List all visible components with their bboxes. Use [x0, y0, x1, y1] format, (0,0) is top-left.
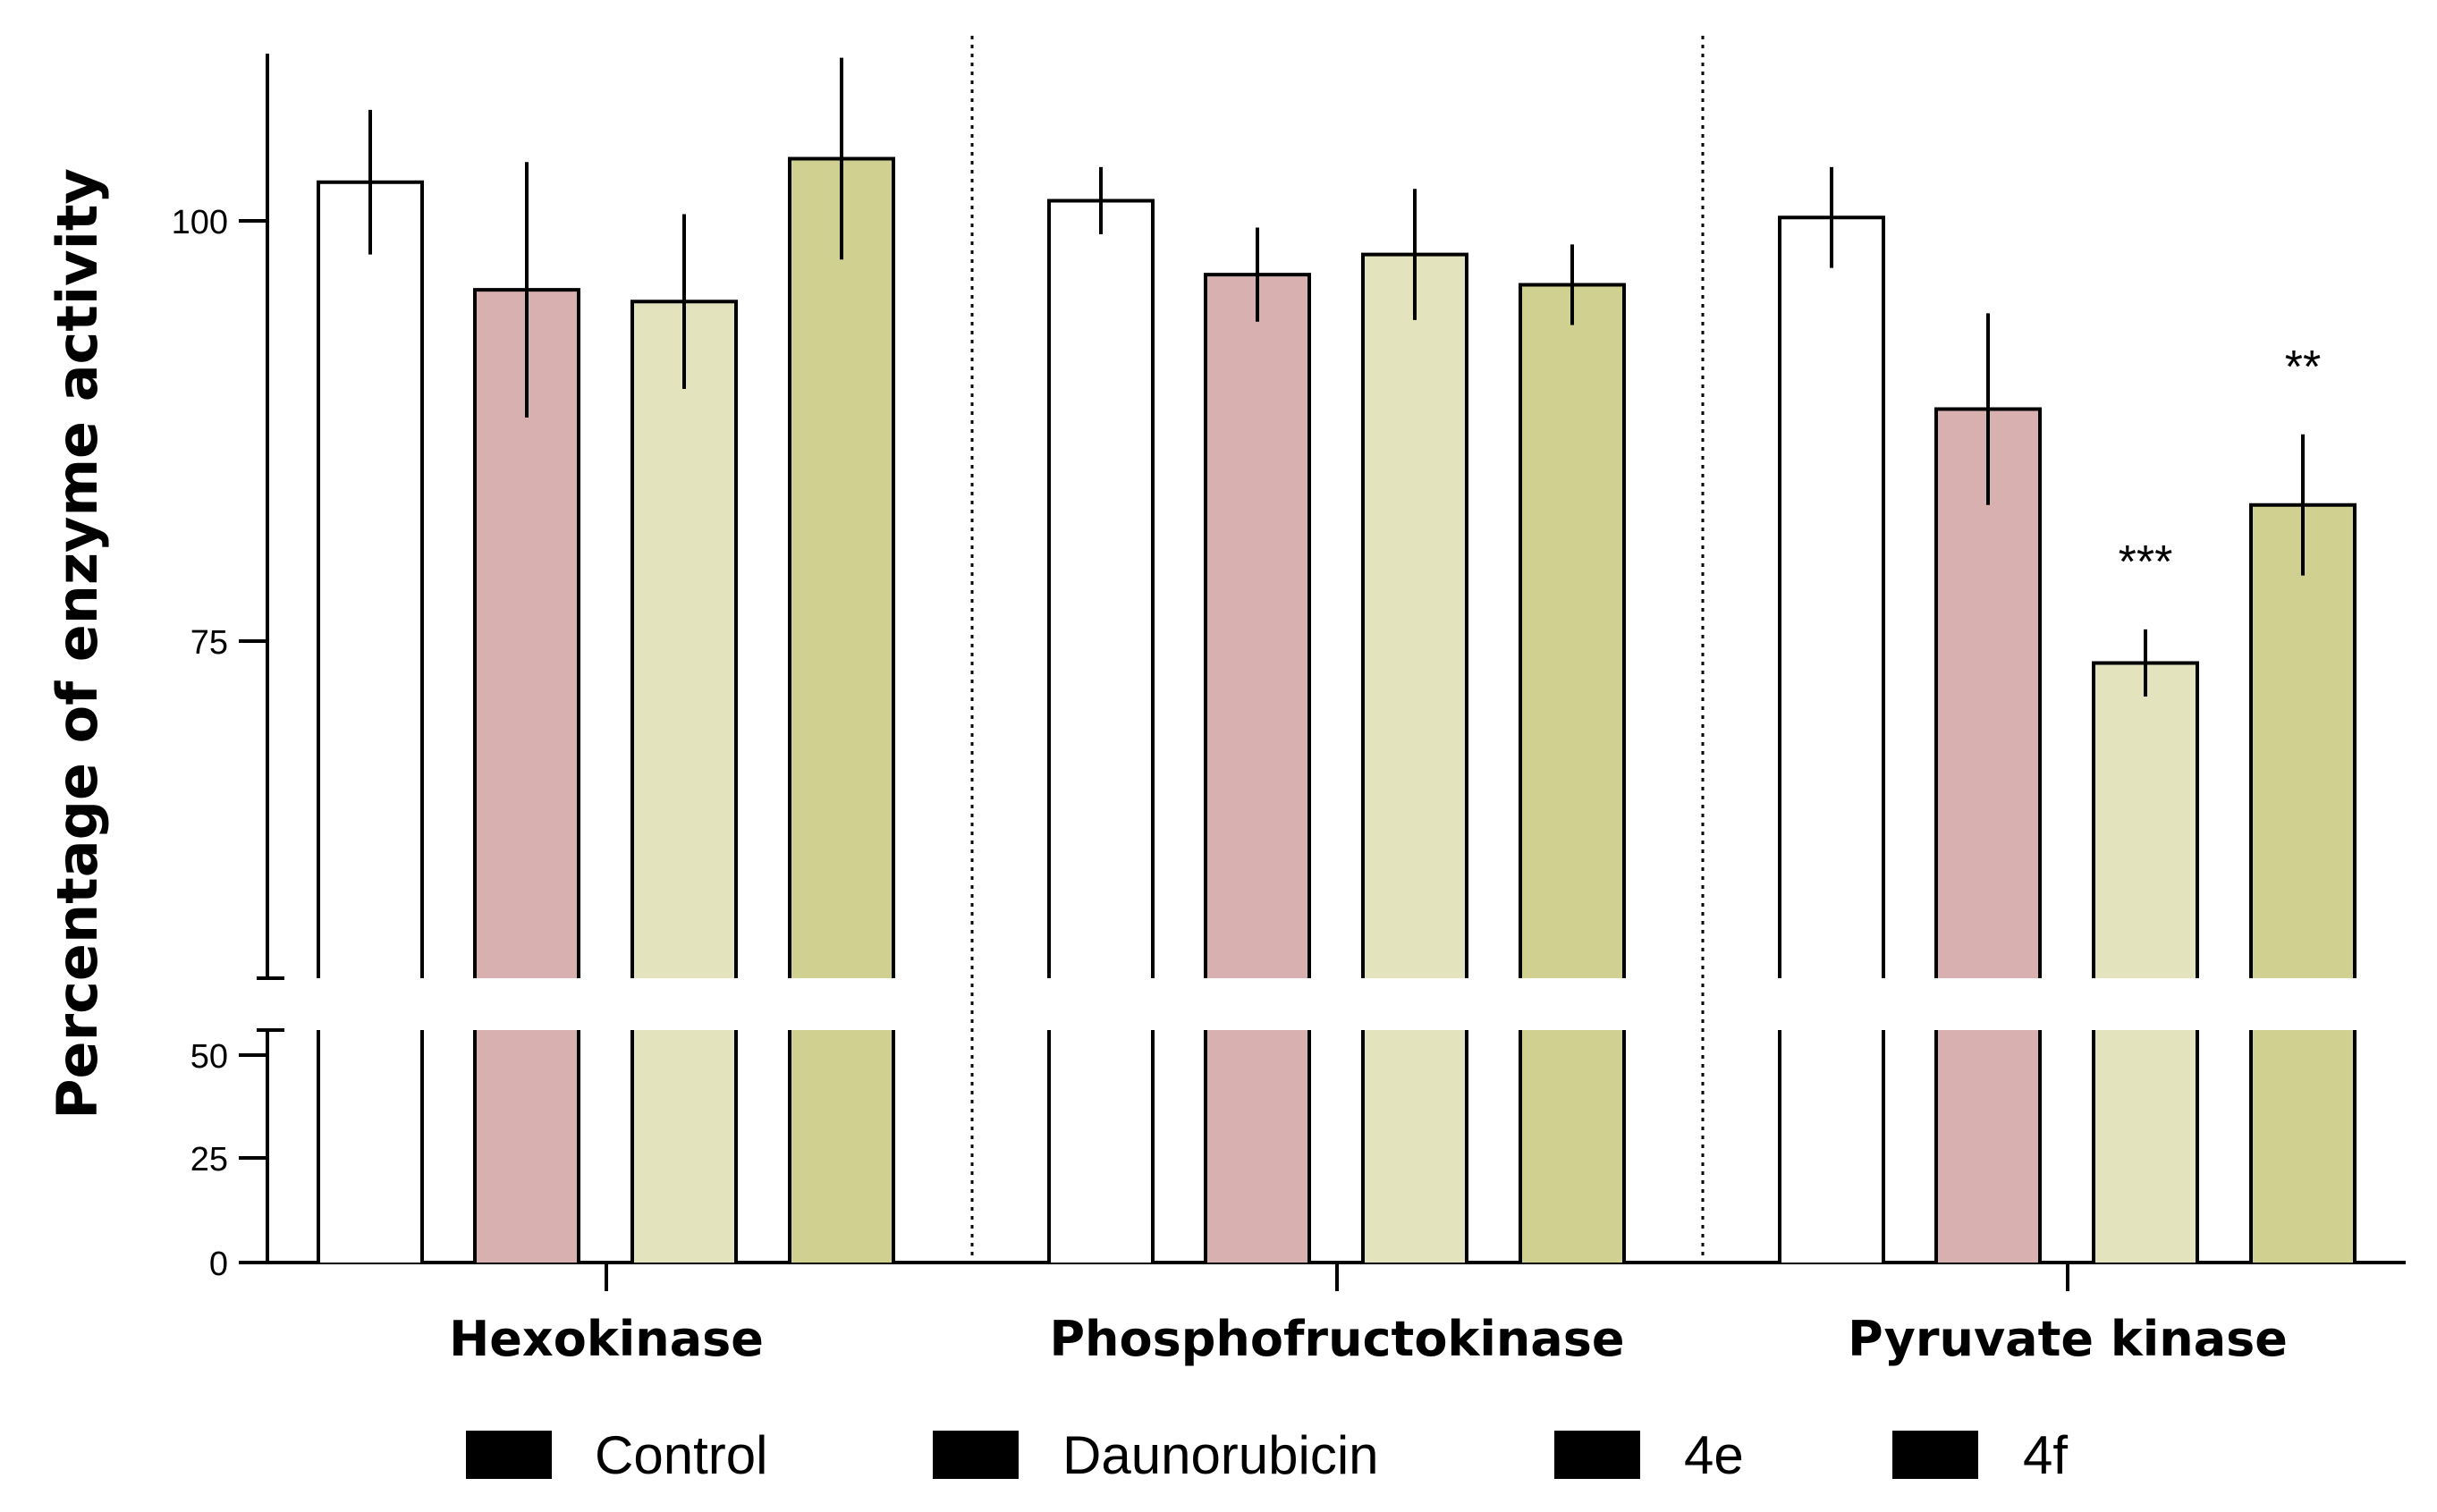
bar-lower-outline — [1047, 1030, 1155, 1263]
bar-control-hexokinase — [317, 109, 424, 1263]
legend-item-4f: 4f — [1892, 1425, 2068, 1485]
bar-4e-phosphofructokinase — [1361, 189, 1468, 1263]
bar-upper-segment — [2249, 503, 2357, 978]
bar-upper-segment — [2092, 661, 2199, 978]
bar-lower-outline — [630, 1030, 738, 1263]
bar-lower-segment — [1936, 1030, 2040, 1263]
bar-lower-outline — [2092, 1030, 2199, 1263]
bar-lower-outline — [1204, 1030, 1311, 1263]
legend: Control Daunorubicin 4e 4f — [466, 1425, 2068, 1485]
bar-daunorubicin-phosphofructokinase — [1204, 227, 1311, 1263]
bars-layer — [317, 57, 2357, 1263]
bar-4f-hexokinase — [788, 57, 895, 1263]
bar-daunorubicin-pyruvate-kinase — [1934, 313, 2042, 1263]
bar-upper-segment — [1204, 273, 1311, 978]
legend-label-control: Control — [595, 1425, 767, 1485]
y-tick-25: 25 — [190, 1141, 267, 1178]
bar-upper-segment — [317, 180, 424, 978]
bar-lower-segment — [790, 1030, 893, 1263]
bar-lower-outline — [1778, 1030, 1885, 1263]
legend-item-4e: 4e — [1554, 1425, 1744, 1485]
y-tick-label-50: 50 — [190, 1038, 228, 1076]
bar-lower-outline — [1934, 1030, 2042, 1263]
legend-swatch-4e — [1554, 1431, 1640, 1479]
legend-label-4f: 4f — [2023, 1425, 2068, 1485]
y-tick-label-0: 0 — [209, 1246, 228, 1283]
y-tick-label-25: 25 — [190, 1141, 228, 1178]
y-tick-100: 100 — [172, 204, 267, 241]
legend-item-control: Control — [466, 1425, 767, 1485]
legend-swatch-4f — [1892, 1431, 1978, 1479]
bar-4f-pyruvate-kinase — [2249, 434, 2357, 1263]
bar-lower-outline — [788, 1030, 895, 1263]
bar-lower-segment — [1049, 1030, 1153, 1263]
legend-item-daunorubicin: Daunorubicin — [933, 1425, 1379, 1485]
legend-label-4e: 4e — [1684, 1425, 1744, 1485]
category-label-hexokinase: Hexokinase — [449, 1311, 764, 1367]
bar-lower-segment — [475, 1030, 579, 1263]
significance-label-4f-pyruvate-kinase: ** — [2285, 342, 2321, 393]
bar-upper-segment — [788, 156, 895, 978]
bar-lower-outline — [2249, 1030, 2357, 1263]
y-tick-50: 50 — [190, 1038, 267, 1076]
bar-lower-outline — [1361, 1030, 1468, 1263]
bar-upper-segment — [1361, 252, 1468, 978]
significance-label-4e-pyruvate-kinase: *** — [2119, 536, 2173, 588]
bar-upper-segment — [630, 300, 738, 978]
y-tick-label-100: 100 — [172, 204, 228, 241]
bar-lower-segment — [1206, 1030, 1309, 1263]
y-tick-0: 0 — [209, 1246, 267, 1283]
bar-lower-outline — [1519, 1030, 1626, 1263]
bar-4f-phosphofructokinase — [1519, 244, 1626, 1263]
bar-lower-outline — [317, 1030, 424, 1263]
bar-lower-segment — [318, 1030, 422, 1263]
bar-control-pyruvate-kinase — [1778, 166, 1885, 1263]
bar-upper-segment — [1778, 215, 1885, 978]
bar-4e-pyruvate-kinase — [2092, 629, 2199, 1263]
y-axis-label: Percentage of enzyme activity — [45, 168, 110, 1119]
bar-lower-segment — [1520, 1030, 1624, 1263]
bar-lower-segment — [2094, 1030, 2197, 1263]
bar-lower-segment — [1363, 1030, 1467, 1263]
bar-upper-segment — [1047, 199, 1155, 978]
legend-label-daunorubicin: Daunorubicin — [1062, 1425, 1379, 1485]
bar-lower-segment — [632, 1030, 736, 1263]
legend-swatch-control — [466, 1431, 552, 1479]
category-label-phosphofructokinase: Phosphofructokinase — [1049, 1311, 1624, 1367]
bar-lower-segment — [1780, 1030, 1883, 1263]
legend-swatch-daunorubicin — [933, 1431, 1019, 1479]
y-tick-label-75: 75 — [190, 624, 228, 662]
bar-control-phosphofructokinase — [1047, 166, 1155, 1263]
bar-upper-segment — [1519, 283, 1626, 978]
category-label-pyruvate-kinase: Pyruvate kinase — [1848, 1311, 2288, 1367]
y-tick-75: 75 — [190, 624, 267, 662]
bar-lower-outline — [473, 1030, 580, 1263]
bar-daunorubicin-hexokinase — [473, 162, 580, 1263]
bar-lower-segment — [2251, 1030, 2355, 1263]
bar-4e-hexokinase — [630, 214, 738, 1263]
